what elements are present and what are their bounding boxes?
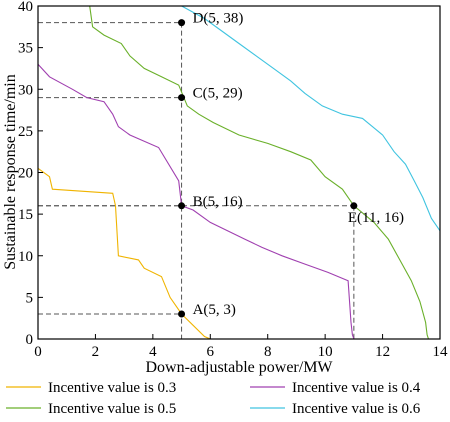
- y-tick-label: 30: [18, 82, 33, 98]
- plot-frame: [37, 5, 441, 340]
- x-tick-label: 0: [34, 344, 42, 360]
- legend-label: Incentive value is 0.5: [48, 401, 176, 417]
- legend-label: Incentive value is 0.6: [292, 401, 421, 417]
- annotation-label: D(5, 38): [193, 11, 244, 27]
- y-tick-label: 35: [18, 41, 33, 57]
- x-tick-label: 4: [149, 344, 157, 360]
- x-tick-label: 14: [433, 344, 449, 360]
- annotation-point: [178, 202, 186, 210]
- series-lines: [37, 5, 441, 340]
- y-tick-label: 5: [26, 290, 34, 306]
- annotation-label: E(11, 16): [348, 210, 404, 226]
- legend-label: Incentive value is 0.4: [292, 380, 421, 396]
- y-tick-label: 40: [18, 0, 33, 15]
- x-axis-ticks: 0 2 4 6 8 10 12 14: [34, 334, 448, 360]
- series-line-3: [89, 5, 430, 340]
- x-tick-label: 8: [264, 344, 272, 360]
- annotation-point: [178, 94, 186, 102]
- legend-label: Incentive value is 0.3: [48, 380, 176, 396]
- y-tick-label: 25: [18, 124, 33, 140]
- y-tick-label: 15: [18, 207, 33, 223]
- y-tick-label: 20: [18, 166, 33, 182]
- x-tick-label: 12: [375, 344, 390, 360]
- annotation-point: [178, 19, 186, 27]
- x-tick-label: 2: [92, 344, 100, 360]
- annotation-label: C(5, 29): [193, 86, 243, 102]
- x-axis-label: Down-adjustable power/MW: [145, 359, 333, 376]
- series-line-2: [37, 63, 355, 340]
- y-axis-ticks: 0 5 10 15 20 25 30 35 40: [18, 0, 43, 348]
- y-axis-label: Sustainable response time/min: [2, 74, 19, 270]
- annotation-point: [178, 310, 186, 318]
- annotation-label: A(5, 3): [193, 302, 236, 318]
- x-tick-label: 10: [318, 344, 333, 360]
- reference-lines: [38, 22, 355, 339]
- series-line-4: [181, 5, 441, 232]
- annotation-label: B(5, 16): [193, 194, 243, 210]
- annotation-points: A(5, 3) B(5, 16) C(5, 29) D(5, 38) E(11, 16): [178, 11, 404, 318]
- y-tick-label: 0: [26, 332, 34, 348]
- x-tick-label: 6: [207, 344, 215, 360]
- annotation-point: [350, 202, 358, 210]
- y-tick-label: 10: [18, 249, 33, 265]
- legend: Incentive value is 0.3 Incentive value is…: [6, 380, 421, 417]
